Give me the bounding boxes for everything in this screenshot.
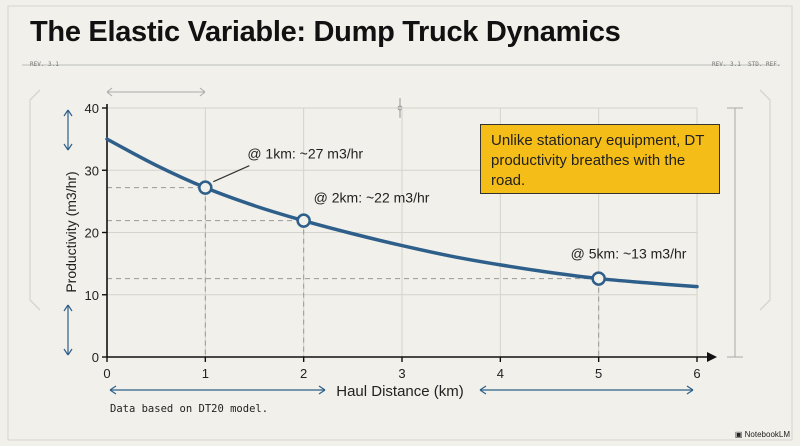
x-tick-label: 4: [497, 366, 504, 381]
revision-label-left: REV. 3.1: [30, 61, 59, 68]
x-tick-label: 6: [693, 366, 700, 381]
y-tick-label: 20: [85, 226, 99, 241]
x-tick-label: 3: [398, 366, 405, 381]
x-axis-arrowhead: [707, 352, 717, 362]
x-tick-label: 0: [103, 366, 110, 381]
point-label-pointer: [213, 165, 250, 183]
x-tick-label: 5: [595, 366, 602, 381]
y-tick-label: 0: [92, 350, 99, 365]
y-axis-label: Productivity (m3/hr): [63, 171, 79, 292]
highlight-point: [296, 213, 311, 228]
axis-titles: Productivity (m3/hr) Haul Distance (km): [63, 109, 694, 400]
highlight-point: [198, 180, 213, 195]
point-label: @ 2km: ~22 m3/hr: [314, 190, 430, 206]
x-tick-label: 1: [202, 366, 209, 381]
brand-label: ▣ NotebookLM: [735, 430, 790, 439]
annotations: @ 1km: ~27 m3/hr @ 2km: ~22 m3/hr @ 5km: ~…: [198, 146, 687, 286]
y-label-arrowheads-bottom: [63, 304, 73, 356]
footnote: Data based on DT20 model.: [110, 403, 269, 415]
decoration: [7, 5, 793, 441]
notebook-icon: ▣: [734, 430, 743, 439]
callout-box: Unlike stationary equipment, DT producti…: [480, 124, 720, 194]
brand-name: NotebookLM: [744, 430, 790, 439]
chart-axes: [102, 104, 717, 362]
standard-ref-label: STD. REF.: [748, 61, 781, 68]
chart-title: The Elastic Variable: Dump Truck Dynamic…: [30, 16, 621, 48]
tick-labels: 0 1 2 3 4 5 6 0 10 20 30 40: [85, 101, 701, 381]
y-tick-label: 40: [85, 101, 99, 116]
point-label: @ 1km: ~27 m3/hr: [247, 146, 363, 162]
x-label-arrowheads-left: [109, 385, 326, 395]
point-label: @ 5km: ~13 m3/hr: [571, 246, 687, 262]
y-tick-label: 30: [85, 163, 99, 178]
x-tick-label: 2: [300, 366, 307, 381]
y-label-arrowheads-top: [63, 109, 73, 151]
value-guides: [107, 187, 600, 357]
x-axis-label: Haul Distance (km): [336, 383, 464, 400]
highlight-point: [591, 271, 606, 286]
y-tick-label: 10: [85, 288, 99, 303]
revision-label-right: REV. 3.1: [712, 61, 741, 68]
x-label-arrowheads-right: [479, 385, 694, 395]
